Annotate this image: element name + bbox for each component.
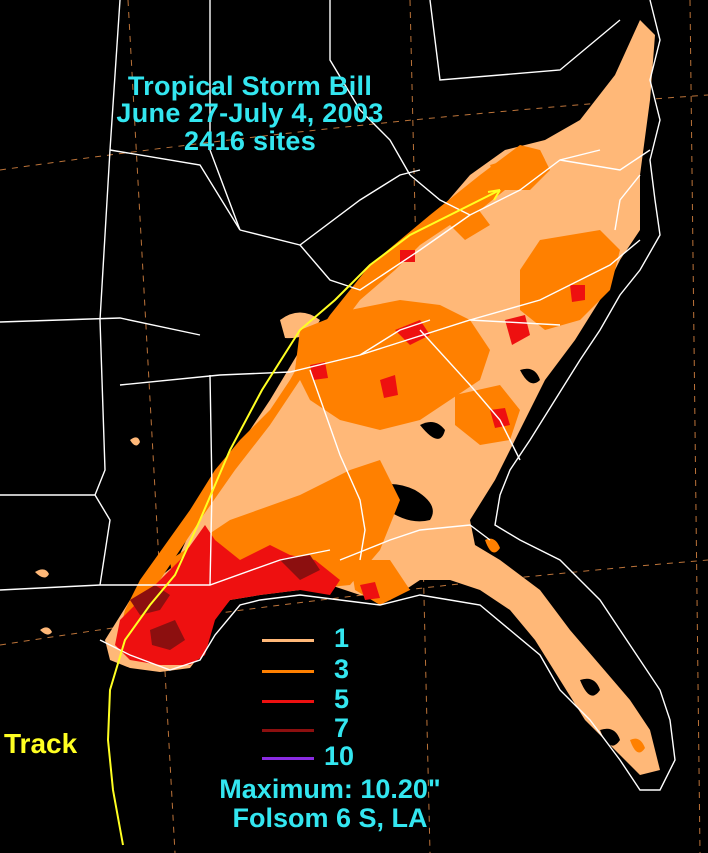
legend-swatch-1 — [262, 639, 314, 642]
map-title-line3: 2416 sites — [183, 126, 317, 156]
legend-swatch-7 — [262, 729, 314, 732]
maximum-location: Folsom 6 S, LA — [232, 803, 428, 833]
track-arrowhead — [487, 189, 501, 201]
legend-label-10: 10 — [324, 741, 355, 771]
maximum-value: Maximum: 10.20" — [219, 774, 441, 804]
track-label: Track — [4, 728, 78, 759]
legend-label-5: 5 — [334, 684, 350, 714]
legend-label-1: 1 — [334, 623, 350, 653]
legend-label-7: 7 — [334, 713, 350, 743]
legend-swatch-5 — [262, 700, 314, 703]
storm-track — [106, 189, 501, 846]
map-title-line2: June 27-July 4, 2003 — [116, 98, 384, 128]
legend-label-3: 3 — [334, 654, 350, 684]
legend-swatch-3 — [262, 670, 314, 673]
legend-swatch-10 — [262, 757, 314, 760]
state-borders — [0, 0, 676, 791]
map-title-line1: Tropical Storm Bill — [127, 71, 373, 101]
